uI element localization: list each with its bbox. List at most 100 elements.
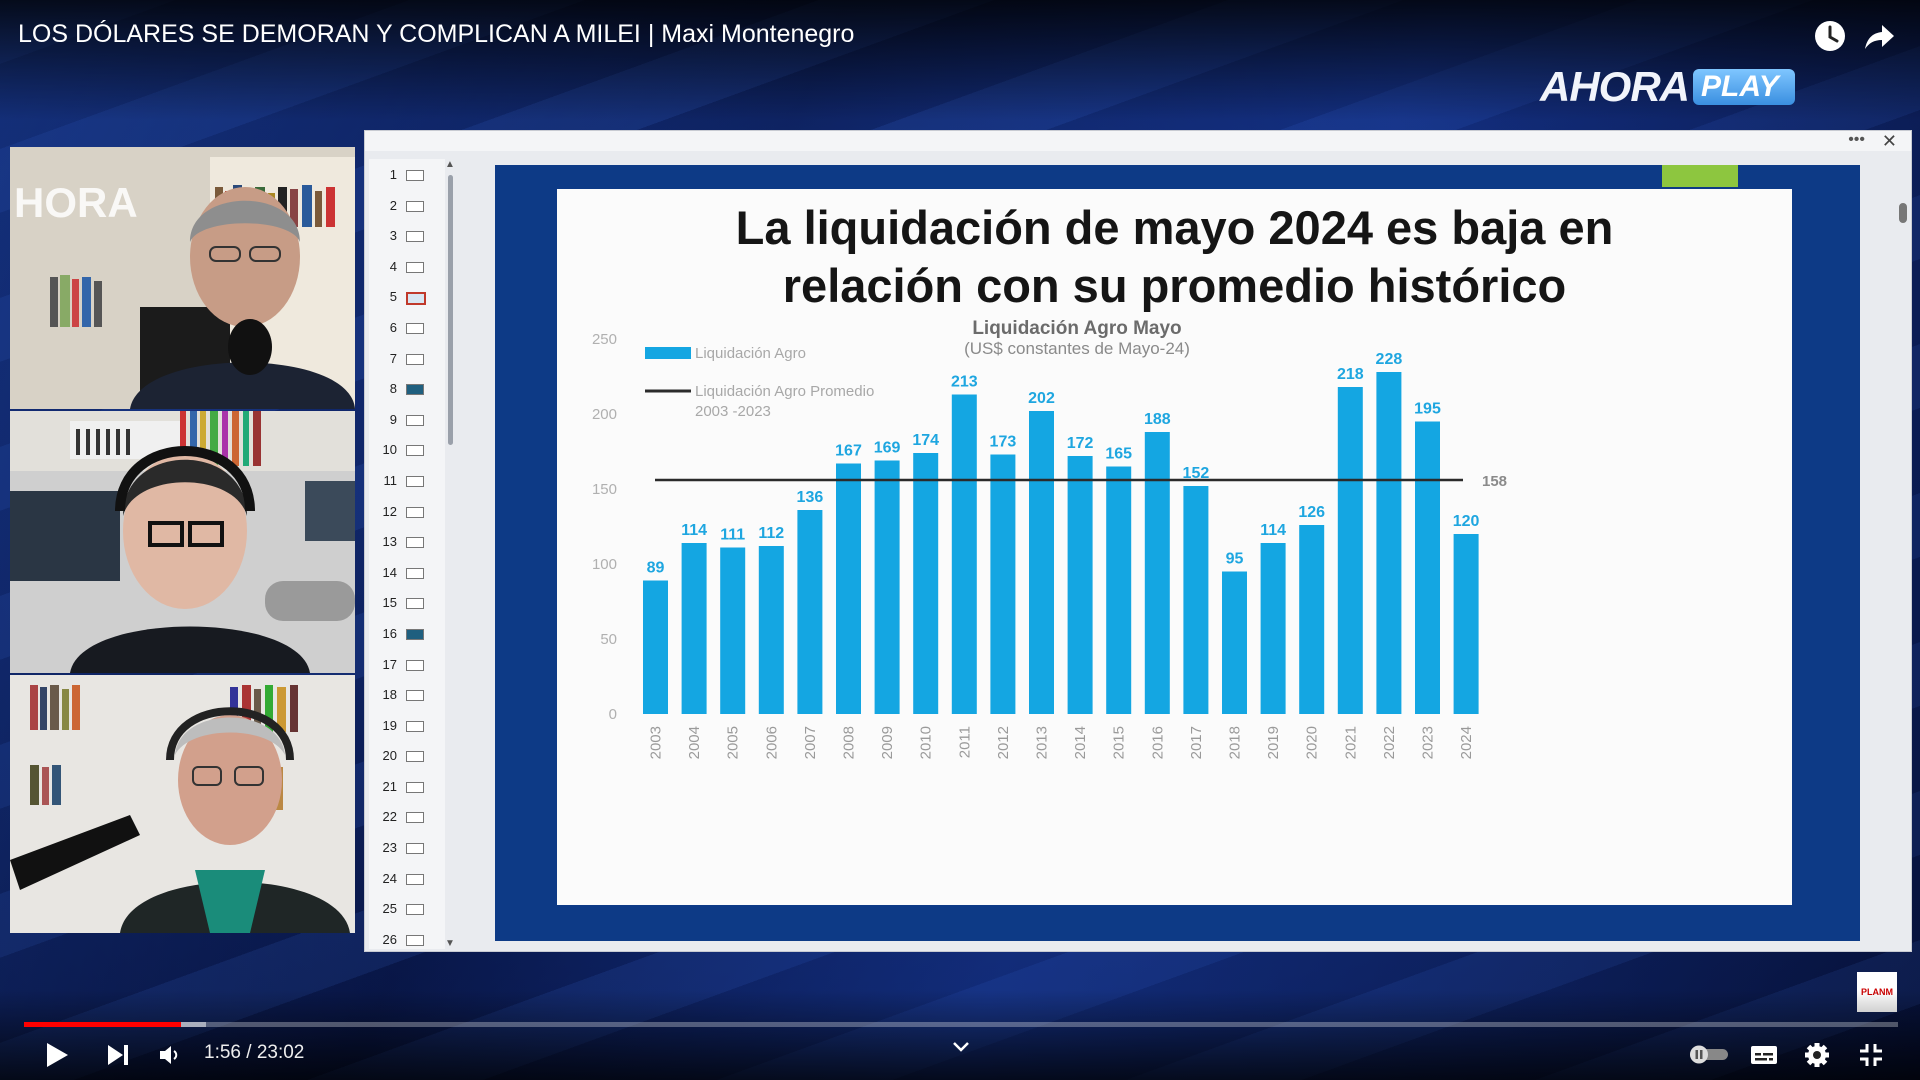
slide-thumbnail-13[interactable]: 13: [369, 526, 445, 557]
slide-thumbnail-image[interactable]: [406, 506, 424, 518]
slide-thumbnail-24[interactable]: 24: [369, 863, 445, 894]
next-icon[interactable]: [106, 1043, 130, 1072]
slide-thumbnail-10[interactable]: 10: [369, 434, 445, 465]
data-label: 173: [990, 434, 1017, 451]
slide-thumbnail-23[interactable]: 23: [369, 832, 445, 863]
bar-2008: [836, 463, 861, 714]
slide-thumbnail-image[interactable]: [406, 414, 424, 426]
slide-thumbnail-image[interactable]: [406, 170, 424, 181]
y-tick-label: 250: [592, 331, 617, 348]
slide-thumbnail-image[interactable]: [406, 934, 424, 946]
legend-line-label-period: 2003 -2023: [695, 403, 771, 420]
data-label: 167: [835, 443, 862, 460]
logo-text-ahora: AHORA: [1540, 63, 1690, 110]
slide-thumbnail-image[interactable]: [406, 628, 424, 640]
settings-icon[interactable]: [1804, 1042, 1830, 1073]
slide-thumbnail-image[interactable]: [406, 475, 424, 487]
slide-thumbnail-17[interactable]: 17: [369, 649, 445, 680]
scrollbar-thumb[interactable]: [448, 175, 453, 445]
slide-number: 6: [389, 319, 397, 335]
slide-thumbnail-6[interactable]: 6: [369, 312, 445, 343]
slide-thumbnail-2[interactable]: 2: [369, 190, 445, 221]
x-tick-label: 2009: [879, 726, 896, 759]
y-tick-label: 100: [592, 556, 617, 573]
slide-thumbnail-20[interactable]: 20: [369, 740, 445, 771]
watch-later-icon[interactable]: [1810, 16, 1850, 56]
slide-thumbnail-image[interactable]: [406, 659, 424, 671]
share-icon[interactable]: [1860, 16, 1900, 56]
slide-number: 14: [382, 564, 397, 580]
progress-bar[interactable]: [24, 1022, 1898, 1027]
slide-thumbnail-image[interactable]: [406, 567, 424, 579]
slide-thumbnail-9[interactable]: 9: [369, 404, 445, 435]
slide-thumbnail-18[interactable]: 18: [369, 679, 445, 710]
slide-thumbnail-image[interactable]: [406, 322, 424, 334]
subtitles-icon[interactable]: [1750, 1044, 1778, 1071]
exit-fullscreen-icon[interactable]: [1858, 1042, 1884, 1073]
slide-thumbnail-12[interactable]: 12: [369, 496, 445, 527]
slide-thumbnail-image[interactable]: [406, 537, 424, 549]
scroll-up-arrow-icon[interactable]: ▲: [445, 159, 455, 170]
x-tick-label: 2005: [725, 726, 742, 759]
slide-thumbnail-14[interactable]: 14: [369, 557, 445, 588]
x-tick-label: 2010: [918, 726, 935, 759]
presentation-scrollbar-thumb[interactable]: [1899, 203, 1907, 223]
more-options-icon[interactable]: •••: [1848, 131, 1865, 148]
bar-2019: [1260, 543, 1286, 714]
autoplay-toggle-icon[interactable]: [1688, 1044, 1730, 1069]
slide-thumbnail-image[interactable]: [406, 720, 424, 732]
slide-thumbnail-image[interactable]: [406, 261, 424, 273]
slide-thumbnail-list[interactable]: 1 2 3 4 5 6 7 8 9 10 11 12 13 14 15 16 17 18 19 20 21 22 23 24 2…: [369, 159, 445, 949]
slide-number: 5: [389, 289, 397, 305]
slide-thumbnail-image[interactable]: [406, 781, 424, 793]
slide-thumbnail-8[interactable]: 8: [369, 373, 445, 404]
play-icon[interactable]: [44, 1041, 70, 1074]
slide-thumbnail-image[interactable]: [406, 690, 424, 702]
volume-icon[interactable]: [158, 1043, 182, 1072]
slide-thumbnail-image[interactable]: [406, 812, 424, 824]
video-title[interactable]: LOS DÓLARES SE DEMORAN Y COMPLICAN A MIL…: [18, 20, 855, 48]
slide-thumbnail-image[interactable]: [406, 843, 424, 855]
slide-thumbnail-25[interactable]: 25: [369, 893, 445, 924]
slide-thumbnail-21[interactable]: 21: [369, 771, 445, 802]
y-tick-label: 0: [609, 706, 617, 723]
bar-2010: [913, 453, 939, 714]
slide-thumbnail-16[interactable]: 16: [369, 618, 445, 649]
data-label: 126: [1298, 504, 1325, 521]
slide-thumbnail-image[interactable]: [406, 873, 424, 885]
close-icon[interactable]: ✕: [1881, 131, 1897, 151]
slide-thumbnail-image[interactable]: [406, 292, 426, 306]
thumbnail-scrollbar[interactable]: ▲ ▼: [445, 159, 455, 949]
scroll-down-arrow-icon[interactable]: ▼: [445, 938, 455, 949]
slide-thumbnail-3[interactable]: 3: [369, 220, 445, 251]
x-tick-label: 2024: [1458, 726, 1475, 759]
slide-thumbnail-image[interactable]: [406, 353, 424, 365]
x-tick-label: 2011: [956, 726, 973, 758]
slide-thumbnail-4[interactable]: 4: [369, 251, 445, 282]
presentation-scrollbar[interactable]: [1895, 151, 1911, 951]
slide-thumbnail-7[interactable]: 7: [369, 343, 445, 374]
slide-thumbnail-22[interactable]: 22: [369, 801, 445, 832]
x-tick-label: 2020: [1304, 726, 1321, 759]
slide-thumbnail-15[interactable]: 15: [369, 587, 445, 618]
slide-thumbnail-image[interactable]: [406, 200, 424, 212]
data-label: 213: [951, 374, 978, 391]
bar-2015: [1106, 466, 1132, 714]
slide-thumbnail-image[interactable]: [406, 904, 424, 916]
slide-thumbnail-11[interactable]: 11: [369, 465, 445, 496]
slide-thumbnail-image[interactable]: [406, 445, 424, 457]
chevron-down-icon[interactable]: [951, 1040, 971, 1059]
presentation-title-bar: ••• ✕: [365, 131, 1911, 151]
bar-chart: Liquidación Agro Mayo(US$ constantes de …: [592, 318, 1507, 759]
slide-thumbnail-19[interactable]: 19: [369, 710, 445, 741]
bar-2013: [1029, 411, 1054, 714]
slide-thumbnail-26[interactable]: 26: [369, 924, 445, 955]
data-label: 152: [1183, 465, 1210, 482]
slide-thumbnail-1[interactable]: 1: [369, 159, 445, 190]
slide-thumbnail-5[interactable]: 5: [369, 281, 445, 312]
slide-thumbnail-image[interactable]: [406, 231, 424, 243]
slide-thumbnail-image[interactable]: [406, 598, 424, 610]
slide-thumbnail-image[interactable]: [406, 384, 424, 396]
bar-2005: [720, 547, 746, 714]
slide-thumbnail-image[interactable]: [406, 751, 424, 763]
